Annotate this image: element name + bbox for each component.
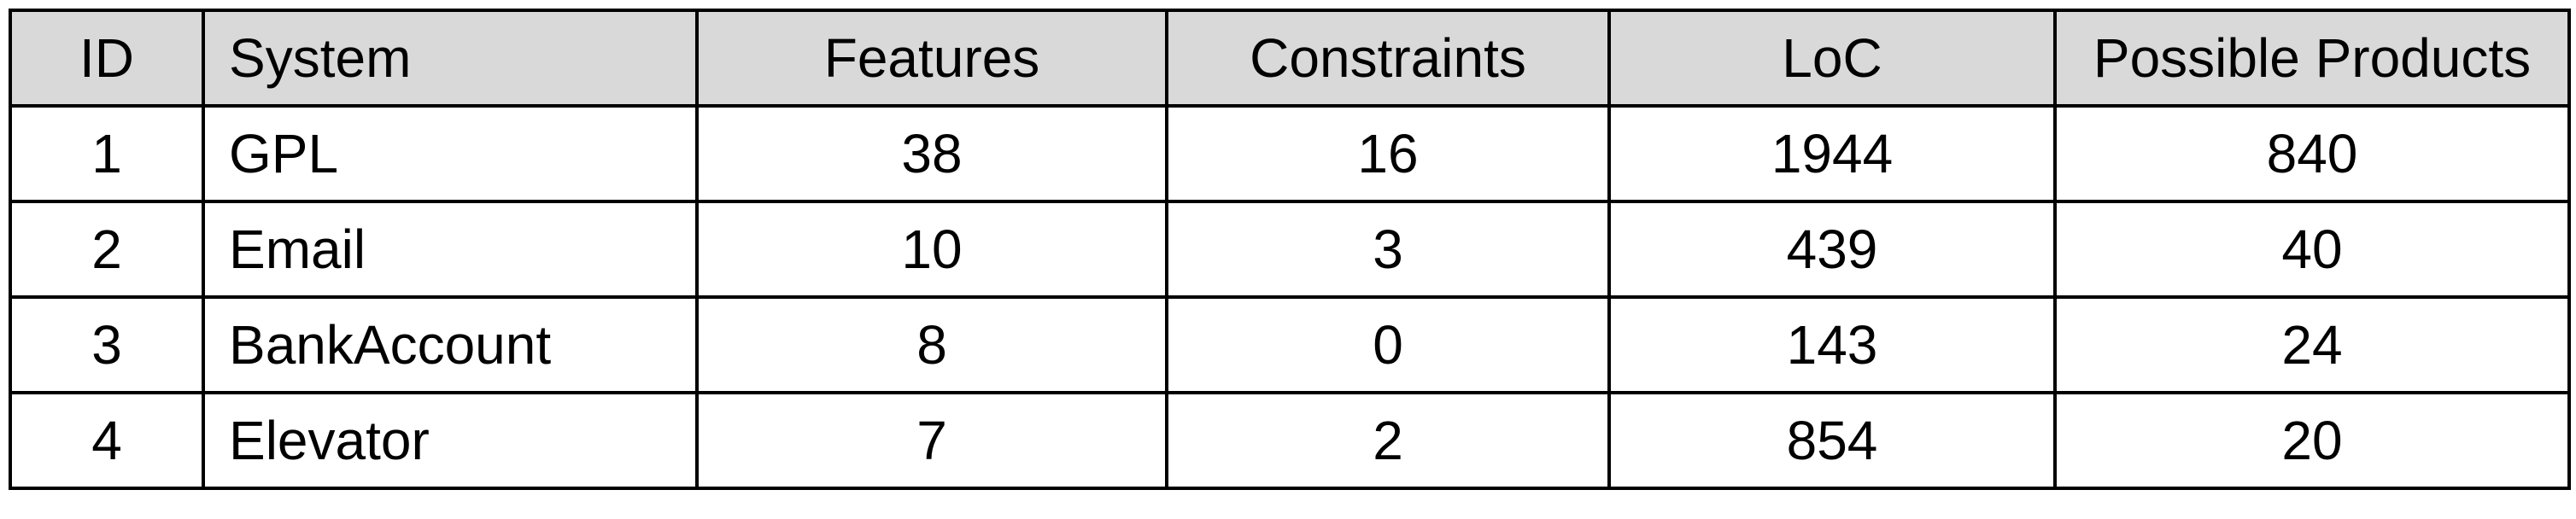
cell-possible-products: 24 bbox=[2053, 295, 2571, 394]
table-row: 1 GPL 38 16 1944 840 bbox=[9, 104, 2571, 203]
cell-system: BankAccount bbox=[202, 295, 699, 394]
cell-features: 38 bbox=[695, 104, 1168, 203]
cell-loc: 439 bbox=[1607, 200, 2057, 299]
cell-possible-products: 20 bbox=[2053, 391, 2571, 490]
cell-features: 10 bbox=[695, 200, 1168, 299]
cell-loc: 143 bbox=[1607, 295, 2057, 394]
cell-features: 7 bbox=[695, 391, 1168, 490]
systems-table-container: ID System Features Constraints LoC Possi… bbox=[9, 9, 2571, 490]
cell-possible-products: 840 bbox=[2053, 104, 2571, 203]
cell-possible-products: 40 bbox=[2053, 200, 2571, 299]
cell-system: GPL bbox=[202, 104, 699, 203]
cell-loc: 1944 bbox=[1607, 104, 2057, 203]
cell-id: 3 bbox=[9, 295, 205, 394]
systems-table: ID System Features Constraints LoC Possi… bbox=[9, 9, 2571, 490]
cell-system: Email bbox=[202, 200, 699, 299]
cell-system: Elevator bbox=[202, 391, 699, 490]
cell-id: 4 bbox=[9, 391, 205, 490]
cell-constraints: 2 bbox=[1165, 391, 1611, 490]
cell-constraints: 16 bbox=[1165, 104, 1611, 203]
header-system: System bbox=[202, 9, 699, 108]
table-row: 2 Email 10 3 439 40 bbox=[9, 200, 2571, 299]
header-constraints: Constraints bbox=[1165, 9, 1611, 108]
cell-constraints: 3 bbox=[1165, 200, 1611, 299]
header-id: ID bbox=[9, 9, 205, 108]
cell-loc: 854 bbox=[1607, 391, 2057, 490]
table-row: 4 Elevator 7 2 854 20 bbox=[9, 391, 2571, 490]
cell-constraints: 0 bbox=[1165, 295, 1611, 394]
cell-features: 8 bbox=[695, 295, 1168, 394]
cell-id: 2 bbox=[9, 200, 205, 299]
table-header-row: ID System Features Constraints LoC Possi… bbox=[9, 9, 2571, 108]
table-row: 3 BankAccount 8 0 143 24 bbox=[9, 295, 2571, 394]
cell-id: 1 bbox=[9, 104, 205, 203]
header-possible-products: Possible Products bbox=[2053, 9, 2571, 108]
header-features: Features bbox=[695, 9, 1168, 108]
header-loc: LoC bbox=[1607, 9, 2057, 108]
